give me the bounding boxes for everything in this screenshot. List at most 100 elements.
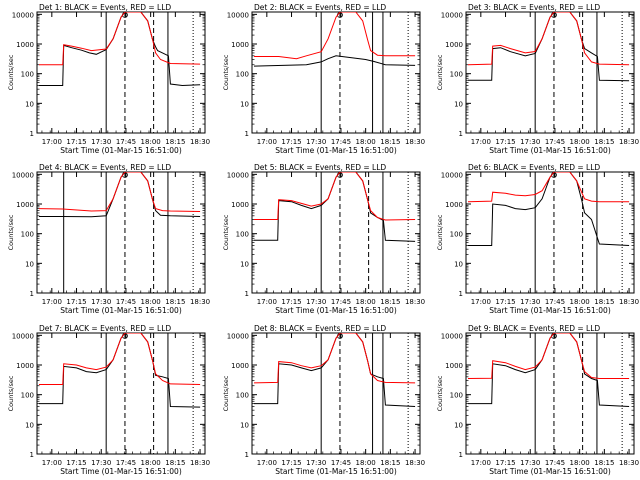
y-axis-label: Counts/sec <box>436 375 444 411</box>
y-tick-label: 1 <box>245 130 249 138</box>
y-tick-label: 10000 <box>12 11 34 19</box>
x-tick-label: 17:00 <box>257 298 277 306</box>
x-tick-label: 17:15 <box>66 298 86 306</box>
x-tick-label: 17:30 <box>91 138 111 146</box>
x-tick-label: 18:00 <box>356 459 376 467</box>
y-axis-label: Counts/sec <box>7 214 15 250</box>
y-tick-label: 100 <box>21 231 34 239</box>
x-tick-label: 17:30 <box>306 138 326 146</box>
x-tick-label: 17:15 <box>281 298 301 306</box>
x-tick-label: 18:00 <box>141 298 161 306</box>
events-series-line <box>39 12 201 87</box>
x-tick-label: 17:00 <box>42 138 62 146</box>
x-tick-label: 17:00 <box>471 298 491 306</box>
x-tick-label: 17:45 <box>116 138 136 146</box>
panel-frame <box>251 11 421 134</box>
detector-panel-6: 1 10 100 1000 10000 17:00 17:15 17:30 17:45 18:00… <box>436 163 639 315</box>
panel-title: Det 9: BLACK = Events, RED = LLD <box>468 324 600 333</box>
x-tick-label: 17:15 <box>495 138 515 146</box>
x-tick-label: 18:00 <box>356 298 376 306</box>
y-tick-label: 1000 <box>231 362 249 370</box>
x-tick-label: 17:30 <box>520 459 540 467</box>
x-tick-label: 18:15 <box>165 298 185 306</box>
x-axis-label: Start Time (01-Mar-15 16:51:00) <box>60 146 182 155</box>
lld-series-line <box>39 333 201 385</box>
x-tick-label: 17:00 <box>257 459 277 467</box>
x-axis-label: Start Time (01-Mar-15 16:51:00) <box>60 306 182 315</box>
detector-panel-9: 1 10 100 1000 10000 17:00 17:15 17:30 17:45 18:00… <box>436 324 639 476</box>
detector-panel-5: 1 10 100 1000 10000 17:00 17:15 17:30 17:45 18:00… <box>222 163 425 315</box>
x-tick-label: 17:30 <box>91 459 111 467</box>
y-tick-label: 10 <box>25 421 34 429</box>
x-tick-label: 18:30 <box>619 298 639 306</box>
y-axis-label: Counts/sec <box>436 214 444 250</box>
y-tick-label: 100 <box>450 392 463 400</box>
y-tick-label: 100 <box>236 392 249 400</box>
y-tick-label: 1000 <box>445 201 463 209</box>
panel-title: Det 5: BLACK = Events, RED = LLD <box>254 163 386 172</box>
lld-series-line <box>254 12 416 60</box>
y-tick-label: 1000 <box>16 201 34 209</box>
x-tick-label: 17:30 <box>306 459 326 467</box>
x-tick-label: 18:15 <box>380 138 400 146</box>
y-tick-label: 100 <box>21 71 34 79</box>
x-tick-label: 18:30 <box>619 138 639 146</box>
x-tick-label: 18:15 <box>594 298 614 306</box>
panel-frame <box>251 332 421 455</box>
x-tick-label: 18:00 <box>141 459 161 467</box>
x-tick-label: 18:15 <box>594 138 614 146</box>
x-tick-label: 17:45 <box>545 138 565 146</box>
x-tick-label: 17:00 <box>257 138 277 146</box>
y-tick-label: 1 <box>30 290 34 298</box>
x-tick-label: 17:00 <box>471 459 491 467</box>
y-tick-label: 10 <box>454 260 463 268</box>
y-tick-label: 10 <box>240 260 249 268</box>
x-tick-label: 18:30 <box>190 298 210 306</box>
x-tick-label: 17:45 <box>545 459 565 467</box>
y-tick-label: 100 <box>450 231 463 239</box>
x-tick-label: 18:30 <box>405 459 425 467</box>
x-axis-label: Start Time (01-Mar-15 16:51:00) <box>275 146 397 155</box>
y-tick-label: 100 <box>21 392 34 400</box>
x-tick-label: 18:30 <box>619 459 639 467</box>
y-axis-label: Counts/sec <box>222 375 230 411</box>
x-tick-label: 17:00 <box>42 298 62 306</box>
x-tick-label: 18:15 <box>380 298 400 306</box>
x-tick-label: 17:15 <box>66 138 86 146</box>
y-tick-label: 1 <box>30 451 34 459</box>
x-tick-label: 18:15 <box>594 459 614 467</box>
x-tick-label: 18:30 <box>190 138 210 146</box>
y-tick-label: 1000 <box>16 41 34 49</box>
lld-series-line <box>467 333 630 379</box>
lld-series-line <box>39 12 201 66</box>
x-tick-label: 18:15 <box>165 459 185 467</box>
panel-title: Det 1: BLACK = Events, RED = LLD <box>39 3 171 12</box>
x-tick-label: 18:30 <box>405 138 425 146</box>
x-tick-label: 17:00 <box>471 138 491 146</box>
panel-title: Det 8: BLACK = Events, RED = LLD <box>254 324 386 333</box>
y-tick-label: 10 <box>240 100 249 108</box>
y-axis-label: Counts/sec <box>436 54 444 90</box>
detector-panel-3: 1 10 100 1000 10000 17:00 17:15 17:30 17:45 18:00… <box>436 3 639 155</box>
y-axis-label: Counts/sec <box>222 54 230 90</box>
y-tick-label: 1000 <box>445 41 463 49</box>
events-series-line <box>39 172 201 218</box>
x-tick-label: 17:15 <box>281 459 301 467</box>
events-series-line <box>253 55 416 67</box>
y-tick-label: 10 <box>25 260 34 268</box>
y-tick-label: 100 <box>450 71 463 79</box>
x-tick-label: 17:30 <box>91 298 111 306</box>
y-tick-label: 10 <box>240 421 249 429</box>
x-tick-label: 17:30 <box>306 298 326 306</box>
y-tick-label: 10000 <box>227 11 249 19</box>
x-tick-label: 18:30 <box>405 298 425 306</box>
y-tick-label: 1 <box>459 290 463 298</box>
y-tick-label: 1000 <box>16 362 34 370</box>
x-tick-label: 18:00 <box>570 138 590 146</box>
panel-title: Det 2: BLACK = Events, RED = LLD <box>254 3 386 12</box>
panel-title: Det 4: BLACK = Events, RED = LLD <box>39 163 171 172</box>
lld-series-line <box>467 172 630 203</box>
lld-series-line <box>467 12 630 66</box>
detector-panel-2: 1 10 100 1000 10000 17:00 17:15 17:30 17:45 18:00… <box>222 3 425 155</box>
